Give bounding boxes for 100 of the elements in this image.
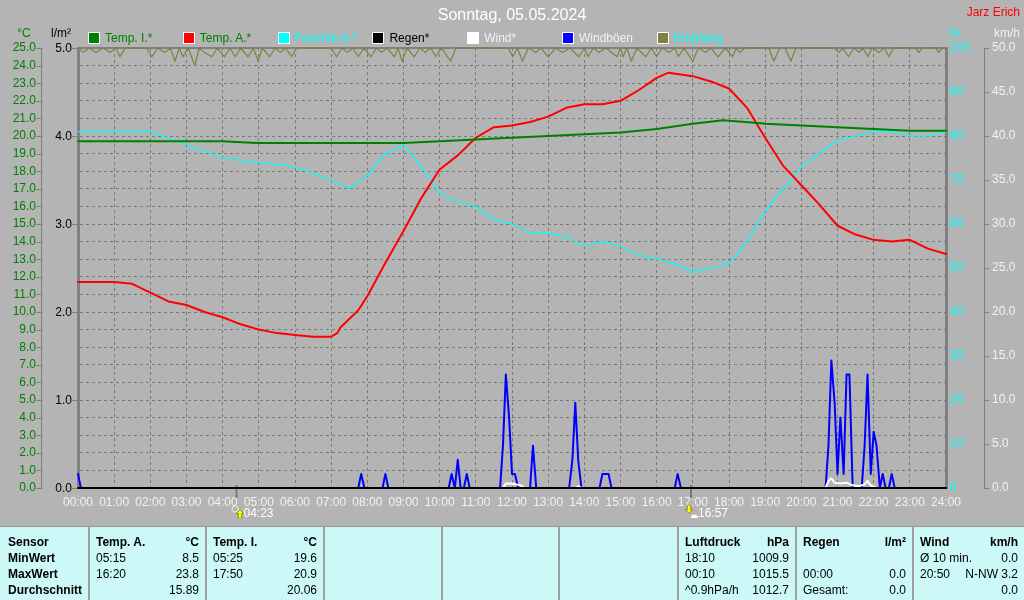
y3-tick-label: 100 — [950, 40, 971, 55]
legend-label: Empfang — [673, 31, 722, 45]
y2-tick-label: 30.0 — [992, 216, 1016, 231]
y-tick-label: 21.0 — [12, 110, 37, 125]
x-tick-label: 05:00 — [243, 494, 275, 509]
text: 4.0 — [55, 129, 72, 143]
text: Jarz Erich — [966, 5, 1020, 20]
text: N-NW 3.2 — [965, 566, 1018, 582]
y3-tick-label: 90 — [950, 84, 964, 99]
y-tick-label: 4.0 — [19, 409, 37, 424]
x-tick-label: 09:00 — [388, 494, 419, 509]
y-tick-label: 22.0 — [12, 93, 37, 108]
y-tick-label: 12.0 — [12, 269, 37, 284]
text: Ø 10 min. — [920, 550, 973, 566]
text: 1015.5 — [752, 566, 789, 582]
y-tick-label: 16.0 — [12, 198, 37, 213]
x-tick-label: 04:00 — [207, 494, 239, 509]
text: km/h — [989, 534, 1018, 550]
x-tick-label: 17:00 — [677, 494, 709, 509]
text: 20:50 — [920, 566, 951, 582]
x-tick-label: 13:00 — [533, 494, 564, 509]
x-tick-label: 00:00 — [62, 494, 94, 509]
x-tick-label: 12:00 — [496, 494, 528, 509]
text: 19.6 — [293, 550, 317, 566]
y-tick-label: 17.0 — [12, 181, 37, 196]
y-tick-label: 1.0 — [19, 462, 37, 477]
legend-label: Wind* — [484, 31, 517, 45]
y-tick-label: 19.0 — [12, 145, 37, 160]
y2-tick-label: 45.0 — [992, 84, 1016, 99]
text: 18:10 — [685, 550, 716, 566]
y-tick-label: 10.0 — [12, 304, 37, 319]
text: Gesamt: — [803, 582, 849, 598]
text: 05:25 — [213, 550, 244, 566]
y-tick-label: 11.0 — [13, 286, 37, 301]
y-tick-label: 24.0 — [12, 57, 37, 72]
text: Regen — [803, 534, 840, 550]
text: 20.06 — [286, 582, 317, 598]
y2-tick-label: 10.0 — [992, 392, 1016, 407]
x-tick-label: 18:00 — [713, 494, 745, 509]
x-tick-label: 02:00 — [135, 494, 166, 509]
x-tick-label: 01:00 — [99, 494, 130, 509]
text: Wind — [920, 534, 950, 550]
y-tick-label: 18.0 — [12, 163, 37, 178]
y-tick-label: 14.0 — [12, 233, 37, 248]
legend-label: Feuchte A.* — [294, 31, 357, 45]
text: 20.9 — [293, 566, 317, 582]
text: 5.0 — [55, 41, 72, 55]
text: 1.0 — [55, 393, 72, 407]
x-tick-label: 11:00 — [461, 494, 491, 509]
x-tick-label: 10:00 — [424, 494, 456, 509]
x-tick-label: 24:00 — [930, 494, 962, 509]
legend-label: Regen* — [389, 31, 430, 45]
y-tick-label: 0.0 — [19, 480, 37, 495]
x-tick-label: 21:00 — [822, 494, 853, 509]
y3-tick-label: 60 — [950, 216, 964, 231]
y-tick-label: 9.0 — [19, 321, 37, 336]
y2-tick-label: 40.0 — [992, 128, 1016, 143]
y3-tick-label: 20 — [950, 392, 964, 407]
y-tick-label: 20.0 — [12, 128, 37, 143]
text: Temp. I. — [213, 534, 258, 550]
y3-tick-label: 30 — [950, 348, 964, 363]
y-tick-label: 8.0 — [19, 339, 37, 354]
y2-tick-label: 25.0 — [992, 260, 1016, 275]
text: l/m² — [51, 26, 71, 40]
y-tick-label: 2.0 — [19, 445, 37, 460]
text: Temp. A. — [96, 534, 146, 550]
y3-tick-label: 50 — [950, 260, 964, 275]
y-axis-title: °C — [17, 26, 31, 40]
y2-tick-label: 35.0 — [992, 172, 1016, 187]
text: MaxWert — [8, 566, 58, 582]
y3-axis-title: % — [949, 26, 960, 40]
x-tick-label: 03:00 — [171, 494, 202, 509]
x-tick-label: 15:00 — [605, 494, 636, 509]
text: 00:00 — [803, 566, 834, 582]
y-tick-label: 5.0 — [19, 392, 37, 407]
y-tick-label: 7.0 — [19, 357, 37, 372]
y-tick-label: 3.0 — [19, 427, 37, 442]
text: Durchschnitt — [8, 582, 83, 598]
text: 05:15 — [96, 550, 127, 566]
chart-title: Sonntag, 05.05.2024 — [437, 6, 587, 23]
text: 16:57 — [698, 506, 729, 520]
x-tick-label: 08:00 — [352, 494, 383, 509]
text: 00:10 — [685, 566, 716, 582]
text: 0.0 — [55, 481, 72, 495]
y-tick-label: 25.0 — [12, 40, 37, 55]
text: 16:20 — [96, 566, 127, 582]
text: 1012.7 — [752, 582, 789, 598]
y3-tick-label: 40 — [950, 304, 964, 319]
x-tick-label: 20:00 — [786, 494, 817, 509]
text: 0.0 — [1001, 550, 1018, 566]
text: 23.8 — [175, 566, 199, 582]
text: 04:23 — [243, 506, 274, 520]
y2-tick-label: 0.0 — [992, 480, 1010, 495]
text: 3.0 — [55, 217, 72, 231]
y2-axis-title: km/h — [993, 26, 1020, 40]
x-tick-label: 06:00 — [279, 494, 311, 509]
y-tick-label: 13.0 — [12, 251, 37, 266]
x-tick-label: 07:00 — [316, 494, 347, 509]
y2-tick-label: 50.0 — [992, 40, 1016, 55]
x-tick-label: 19:00 — [750, 494, 781, 509]
